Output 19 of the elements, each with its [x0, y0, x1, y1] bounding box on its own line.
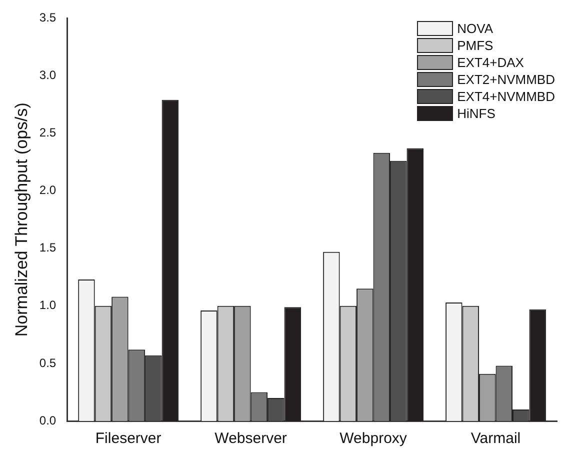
legend-label: EXT4+DAX	[457, 54, 524, 72]
y-tick-label: 0.0	[39, 413, 56, 428]
legend-label: EXT4+NVMMBD	[457, 88, 555, 106]
x-tick-label: Webserver	[214, 430, 287, 448]
legend-label: HiNFS	[457, 105, 496, 122]
x-tick-label: Varmail	[470, 430, 521, 448]
y-tick-label: 2.5	[39, 126, 56, 140]
y-tick-label: 2.0	[39, 183, 56, 198]
y-tick-label: 1.5	[39, 240, 56, 255]
x-tick-label: Webproxy	[340, 430, 408, 448]
y-tick-label: 1.0	[39, 298, 56, 312]
y-tick-label: 0.5	[39, 356, 56, 370]
y-tick-label: 3.0	[39, 68, 56, 82]
legend-label: NOVA	[457, 20, 493, 38]
y-axis-title: Normalized Throughput (ops/s)	[12, 102, 31, 337]
legend-label: PMFS	[457, 37, 494, 54]
y-tick-label: 3.5	[39, 10, 56, 25]
x-tick-label: Fileserver	[95, 430, 162, 448]
legend-label: EXT2+NVMMBD	[457, 71, 555, 88]
